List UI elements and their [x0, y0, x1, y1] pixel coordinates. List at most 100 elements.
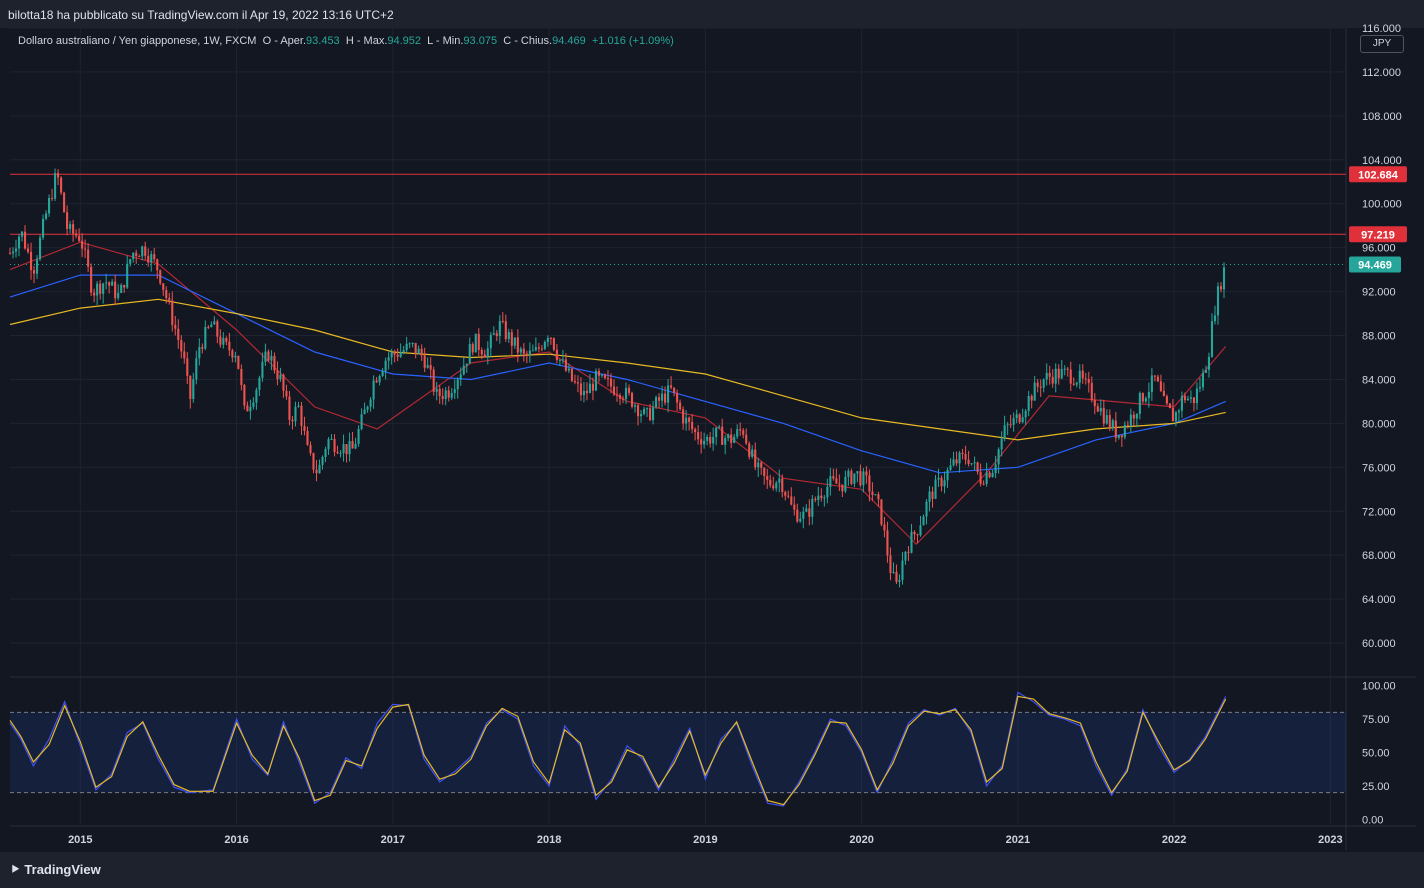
candle-body — [384, 360, 387, 372]
candle — [1102, 399, 1105, 427]
candle — [204, 320, 207, 351]
candle-body — [318, 464, 321, 474]
candle-body — [57, 173, 60, 178]
candle-body — [297, 405, 300, 407]
candle-body — [54, 173, 57, 199]
tradingview-logo[interactable]: ⯈ TradingView — [10, 862, 105, 878]
candle — [537, 342, 540, 353]
candle-body — [42, 218, 45, 238]
candle-body — [525, 353, 528, 356]
candle — [108, 281, 111, 294]
candle-body — [964, 454, 967, 460]
candle — [1051, 369, 1054, 388]
candle-body — [339, 452, 342, 454]
candle-body — [354, 443, 357, 449]
candle-body — [234, 355, 237, 358]
candle — [504, 314, 507, 343]
candle-body — [69, 224, 72, 229]
candle — [183, 342, 186, 364]
candle-body — [901, 560, 904, 581]
candle-body — [492, 333, 495, 335]
high-label: H - Max. — [345, 35, 388, 47]
candle — [874, 493, 877, 496]
candle-body — [594, 370, 598, 391]
y-tick-label: 72.000 — [1362, 506, 1396, 518]
candle-body — [432, 369, 435, 392]
candle-body — [483, 354, 486, 358]
candle-body — [1147, 391, 1150, 399]
candle-body — [751, 449, 754, 457]
candle — [393, 349, 396, 363]
candle — [35, 255, 39, 280]
candle-body — [396, 354, 399, 357]
candle-body — [186, 358, 189, 376]
candle-body — [1123, 424, 1126, 438]
candle-body — [102, 283, 105, 294]
candle-body — [943, 480, 946, 487]
resistance-tag-label: 102.684 — [1358, 169, 1399, 181]
candle — [1066, 366, 1069, 377]
candle-body — [889, 555, 892, 573]
candle — [1183, 392, 1186, 404]
candle — [465, 363, 468, 373]
candle-body — [222, 338, 225, 345]
candle — [934, 474, 937, 500]
currency-button[interactable]: JPY — [1360, 35, 1404, 53]
symbol-legend: Dollaro australiano / Yen giapponese, 1W… — [18, 35, 674, 47]
candle-body — [249, 406, 252, 412]
candle — [23, 225, 27, 250]
candle — [979, 463, 982, 487]
candle — [745, 428, 748, 445]
candle-body — [1210, 321, 1214, 357]
candle-body — [907, 551, 910, 553]
candle — [201, 343, 204, 354]
candle — [817, 486, 820, 506]
candle-body — [772, 485, 775, 489]
candle-body — [868, 475, 871, 492]
candle-body — [1219, 286, 1223, 290]
candle-body — [1201, 372, 1205, 388]
candle — [1093, 393, 1096, 415]
candle — [832, 468, 835, 481]
candle-body — [84, 248, 87, 250]
y-tick-label: 64.000 — [1362, 594, 1396, 606]
candle-body — [450, 392, 453, 398]
candle-body — [1093, 399, 1096, 407]
candle — [1222, 262, 1226, 299]
candle-body — [48, 197, 51, 214]
close-label: C - Chius. — [503, 35, 553, 47]
candle-body — [724, 438, 727, 445]
candle — [1186, 395, 1189, 401]
candle — [1129, 408, 1132, 433]
candle-body — [621, 398, 625, 400]
candle — [177, 319, 180, 349]
candle — [757, 457, 760, 478]
candle — [519, 346, 522, 356]
candle-body — [949, 465, 952, 470]
candle — [772, 476, 775, 491]
candle-body — [1120, 435, 1123, 438]
candle — [778, 469, 781, 493]
candle-body — [955, 459, 958, 464]
candle — [267, 349, 270, 362]
candle-body — [847, 470, 850, 477]
candle — [417, 345, 420, 355]
candle-body — [558, 359, 561, 361]
candle — [1063, 365, 1066, 376]
candle — [603, 373, 607, 380]
publish-info: bilotta18 ha pubblicato su TradingView.c… — [8, 8, 394, 22]
candle-body — [531, 350, 534, 352]
candle-body — [231, 350, 234, 358]
candle — [396, 348, 399, 362]
candle-body — [375, 380, 378, 383]
candle — [796, 503, 799, 523]
close-value: 94.469 — [552, 35, 586, 47]
candle-body — [444, 390, 447, 400]
candle — [486, 341, 489, 365]
candle-body — [808, 508, 811, 517]
candle-body — [985, 472, 988, 484]
candle-body — [462, 365, 465, 375]
candle-body — [26, 248, 30, 252]
candle — [429, 357, 432, 379]
